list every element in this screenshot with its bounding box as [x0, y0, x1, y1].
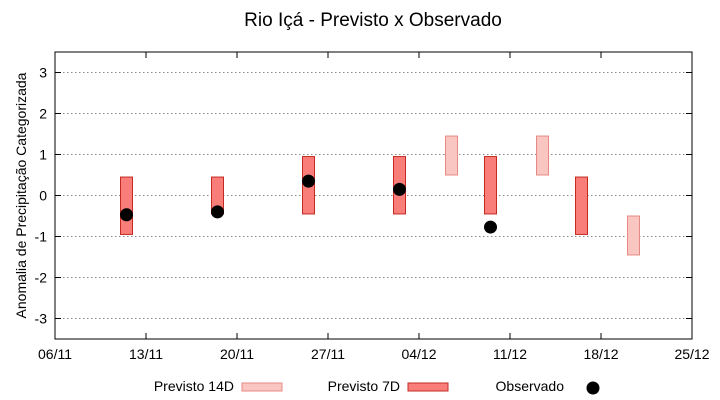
- chart-marks: [120, 135, 640, 256]
- bar-previsto-14d: [627, 215, 640, 256]
- point-observado: [302, 174, 315, 188]
- x-tick-label: 18/12: [583, 346, 618, 362]
- y-tick-label: -2: [35, 270, 48, 286]
- legend-swatch-observado: [586, 381, 600, 395]
- point-observado: [484, 220, 497, 234]
- y-axis-label: Anomalia de Precipitação Categorizada: [13, 72, 29, 318]
- grid: [55, 72, 692, 319]
- x-tick-label: 27/11: [311, 346, 345, 362]
- bar-previsto-7d: [120, 176, 133, 235]
- x-tick-label: 25/12: [674, 346, 709, 362]
- bar-previsto-14d: [536, 135, 549, 176]
- y-tick-label: 3: [39, 65, 47, 81]
- y-tick-label: 2: [39, 106, 47, 122]
- point-observado: [120, 208, 133, 222]
- x-tick-label: 20/11: [220, 346, 254, 362]
- y-tick-label: -1: [35, 229, 48, 245]
- point-observado: [393, 182, 406, 196]
- bar-previsto-14d: [445, 135, 458, 176]
- legend-swatch-previsto-14d: [241, 382, 283, 392]
- x-tick-label: 13/11: [129, 346, 163, 362]
- legend-swatch-previsto-7d: [407, 382, 449, 392]
- bar-previsto-7d: [575, 176, 588, 235]
- x-tick-label: 11/12: [493, 346, 527, 362]
- chart-title: Rio Içá - Previsto x Observado: [244, 10, 502, 31]
- bar-previsto-7d: [484, 156, 497, 215]
- legend-label-previsto-7d: Previsto 7D: [328, 378, 400, 394]
- x-tick-label: 06/11: [38, 346, 72, 362]
- legend-label-previsto-14d: Previsto 14D: [154, 378, 234, 394]
- y-tick-label: -3: [35, 311, 48, 327]
- legend-label-observado: Observado: [496, 378, 565, 394]
- axis-ticks: -3 -2 -1 0 1 2 3 06/11 13/11 20/11 27/11 04/12 11/12…: [35, 52, 710, 362]
- legend: Previsto 14D Previsto 7D Observado: [154, 378, 600, 395]
- x-tick-label: 04/12: [401, 346, 436, 362]
- y-tick-label: 0: [39, 188, 47, 204]
- y-tick-label: 1: [39, 147, 47, 163]
- point-observado: [211, 205, 224, 219]
